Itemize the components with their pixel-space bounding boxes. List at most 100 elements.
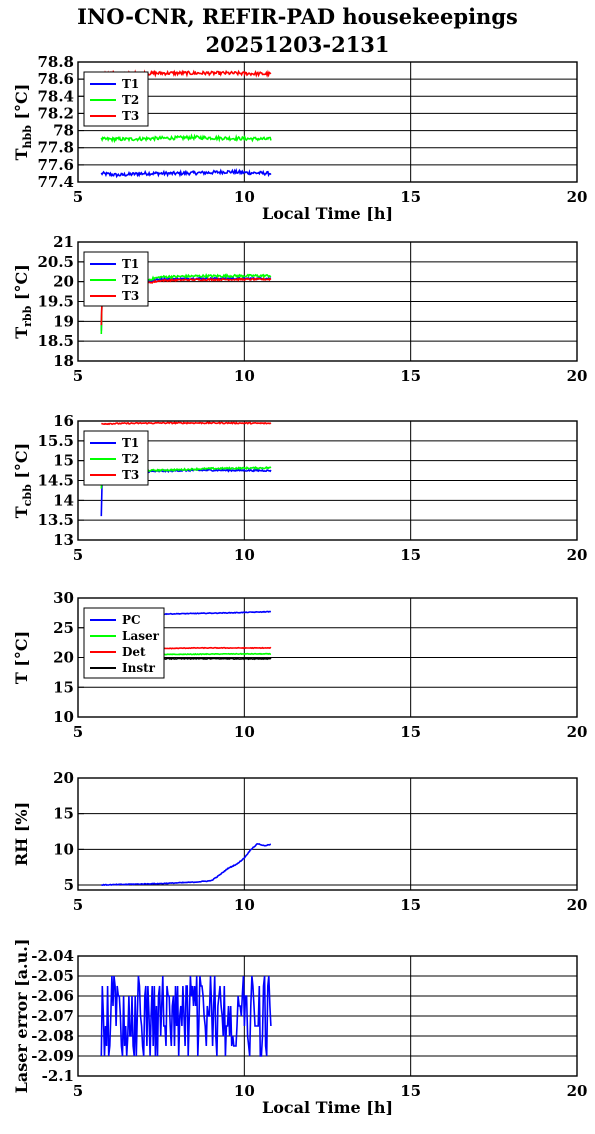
plot-frame [77, 61, 578, 183]
y-tick-label: 13 [53, 531, 74, 549]
plot-frame [77, 597, 578, 718]
y-tick-label: 14.5 [37, 472, 74, 490]
y-axis-label: RH [%] [12, 802, 31, 866]
legend-label: Det [122, 645, 146, 659]
x-tick-label: 20 [567, 546, 588, 564]
legend-label: T1 [122, 77, 139, 91]
series-line-data [101, 842, 272, 887]
x-tick-label: 5 [73, 1082, 83, 1100]
y-tick-label: 77.4 [37, 173, 74, 191]
y-tick-label: 21 [53, 233, 74, 251]
y-tick-label: -2.07 [31, 1007, 74, 1025]
legend-label: T2 [122, 273, 139, 287]
x-axis-label: Local Time [h] [262, 204, 393, 223]
legend-label: Laser [122, 629, 160, 643]
x-tick-label: 20 [567, 723, 588, 741]
x-tick-label: 15 [400, 546, 421, 564]
y-tick-label: -2.05 [31, 967, 74, 985]
y-tick-label: 5 [64, 876, 74, 894]
y-tick-label: 10 [53, 708, 74, 726]
y-tick-label: 20 [53, 649, 74, 667]
chart-subtitle: 20251203-2131 [205, 32, 390, 57]
y-axis-label: T [°C] [12, 631, 31, 684]
x-tick-label: 15 [400, 723, 421, 741]
x-tick-label: 20 [567, 896, 588, 914]
x-tick-label: 15 [400, 896, 421, 914]
y-tick-label: -2.09 [31, 1047, 74, 1065]
y-tick-label: 78.4 [37, 87, 74, 105]
x-tick-label: 5 [73, 546, 83, 564]
plot-frame [77, 955, 578, 1077]
x-tick-label: 10 [234, 723, 255, 741]
legend-label: T3 [122, 289, 139, 303]
y-tick-label: 20 [53, 769, 74, 787]
y-tick-label: 15 [53, 805, 74, 823]
y-tick-label: 15 [53, 452, 74, 470]
legend-label: T3 [122, 468, 139, 482]
y-tick-label: -2.08 [31, 1027, 74, 1045]
y-axis-label: Tcbb [°C] [12, 443, 34, 518]
x-tick-label: 5 [73, 896, 83, 914]
y-tick-label: 78.2 [37, 104, 74, 122]
y-axis-label: Laser error [a.u.] [12, 939, 31, 1094]
x-tick-label: 5 [73, 188, 83, 206]
legend-label: T2 [122, 452, 139, 466]
legend-label: PC [122, 613, 141, 627]
y-axis-label: Trbb [°C] [12, 264, 34, 339]
y-tick-label: 20.5 [37, 253, 74, 271]
x-tick-label: 5 [73, 723, 83, 741]
x-tick-label: 15 [400, 1082, 421, 1100]
y-axis-label: Thbb [°C] [12, 84, 34, 161]
y-tick-label: 77.6 [37, 156, 74, 174]
chart-panel-5: 5 10 15 20 5 10 15 20 RH [%] [12, 769, 587, 914]
x-tick-label: 15 [400, 188, 421, 206]
y-tick-label: -2.06 [31, 987, 74, 1005]
y-tick-label: 30 [53, 589, 74, 607]
y-tick-label: 18.5 [37, 332, 74, 350]
x-tick-label: 5 [73, 367, 83, 385]
series-line-t1 [100, 167, 272, 179]
y-tick-label: -2.1 [42, 1067, 74, 1085]
x-tick-label: 10 [234, 896, 255, 914]
y-tick-label: 78.6 [37, 70, 74, 88]
y-tick-label: 78 [53, 122, 74, 140]
x-tick-label: 15 [400, 367, 421, 385]
y-tick-label: -2.04 [31, 947, 74, 965]
y-tick-label: 15 [53, 678, 74, 696]
y-tick-label: 18 [53, 352, 74, 370]
x-tick-label: 10 [234, 1082, 255, 1100]
x-tick-label: 20 [567, 188, 588, 206]
legend-label: T1 [122, 257, 139, 271]
y-tick-label: 19 [53, 312, 74, 330]
plot-frame [77, 420, 578, 541]
y-tick-label: 14 [53, 491, 74, 509]
series-line-t3 [101, 421, 272, 426]
x-tick-label: 10 [234, 367, 255, 385]
legend-label: T3 [122, 109, 139, 123]
y-tick-label: 19.5 [37, 293, 74, 311]
x-tick-label: 20 [567, 1082, 588, 1100]
plot-frame [77, 241, 578, 362]
y-tick-label: 20 [53, 273, 74, 291]
x-axis-label: Local Time [h] [262, 1098, 393, 1117]
y-tick-label: 13.5 [37, 511, 74, 529]
legend-label: Instr [122, 661, 156, 675]
y-tick-label: 10 [53, 840, 74, 858]
y-tick-label: 78.8 [37, 53, 74, 71]
legend-label: T2 [122, 93, 139, 107]
y-tick-label: 25 [53, 619, 74, 637]
plot-frame [77, 777, 578, 891]
chart-title: INO-CNR, REFIR-PAD housekeepings [77, 4, 518, 29]
x-tick-label: 20 [567, 367, 588, 385]
legend-label: T1 [122, 436, 139, 450]
series-line-t2 [100, 133, 272, 144]
x-tick-label: 10 [234, 188, 255, 206]
y-tick-label: 77.8 [37, 139, 74, 157]
y-tick-label: 16 [53, 412, 74, 430]
series-line-data [100, 975, 272, 1057]
